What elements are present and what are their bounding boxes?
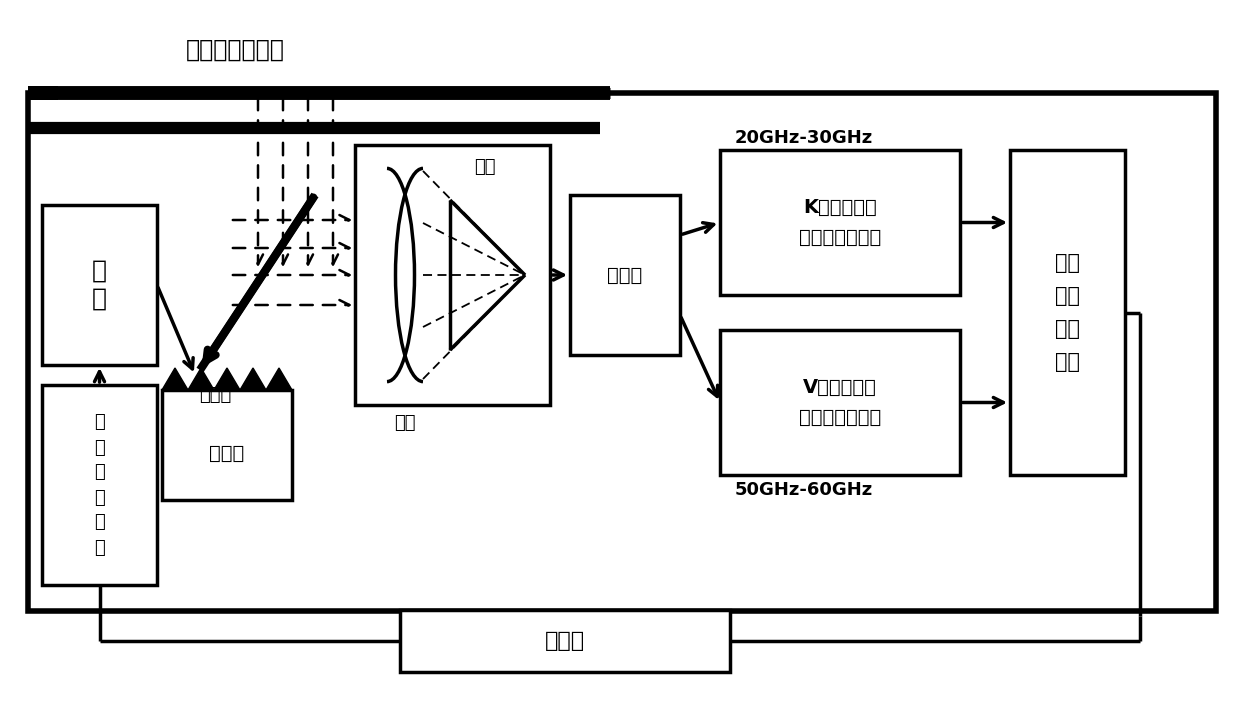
Text: 平面镜: 平面镜 [198,386,231,404]
Polygon shape [215,368,241,390]
Text: 50GHz-60GHz: 50GHz-60GHz [735,481,873,499]
Text: 电
机: 电 机 [92,259,107,311]
Bar [570,195,680,355]
Text: 上位机: 上位机 [544,631,585,651]
Text: 数据
采集
管理
单元: 数据 采集 管理 单元 [1055,253,1080,371]
Text: 馈源: 馈源 [474,158,496,176]
Polygon shape [162,368,188,390]
Bar [401,610,730,672]
Bar [162,390,291,500]
Bar [42,385,157,585]
Text: 透镜: 透镜 [394,414,415,432]
Bar [720,330,960,475]
Text: V波段接收机
（内置噪声源）: V波段接收机 （内置噪声源） [799,379,882,427]
Polygon shape [241,368,267,390]
Text: 定标体: 定标体 [210,443,244,463]
Text: K波段接收机
（内置噪声源）: K波段接收机 （内置噪声源） [799,198,882,247]
Bar [355,145,551,405]
Polygon shape [267,368,291,390]
Text: 分工器: 分工器 [608,265,642,284]
Text: 扫
描
控
制
电
路: 扫 描 控 制 电 路 [94,414,105,557]
Bar [29,93,1216,611]
Polygon shape [188,368,215,390]
Bar [42,205,157,365]
Text: 20GHz-30GHz: 20GHz-30GHz [735,129,873,147]
Bar [1011,150,1125,475]
Bar [720,150,960,295]
Text: 大气电磁波信号: 大气电磁波信号 [186,38,284,62]
